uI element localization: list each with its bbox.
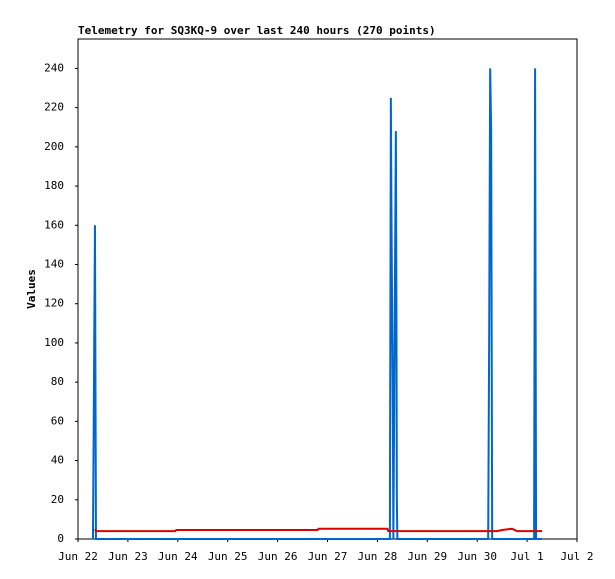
y-tick-label: 100 — [44, 336, 64, 349]
x-tick-label: Jun 23 — [108, 550, 148, 563]
y-tick-label: 160 — [44, 218, 64, 231]
x-tick-label: Jun 30 — [457, 550, 497, 563]
y-axis-label: Values — [25, 269, 38, 309]
x-tick-label: Jun 28 — [358, 550, 398, 563]
y-tick-label: 80 — [51, 375, 64, 388]
x-tick-label: Jul 1 — [511, 550, 544, 563]
chart-title: Telemetry for SQ3KQ-9 over last 240 hour… — [78, 24, 436, 37]
x-tick-label: Jun 29 — [407, 550, 447, 563]
y-tick-label: 20 — [51, 493, 64, 506]
x-tick-label: Jun 27 — [308, 550, 348, 563]
x-tick-label: Jun 24 — [158, 550, 198, 563]
y-tick-label: 140 — [44, 257, 64, 270]
y-tick-label: 220 — [44, 101, 64, 114]
y-tick-label: 120 — [44, 297, 64, 310]
x-tick-label: Jul 2 — [560, 550, 593, 563]
series-line — [91, 68, 543, 540]
y-tick-label: 40 — [51, 454, 64, 467]
x-tick-label: Jun 22 — [58, 550, 98, 563]
y-tick-label: 240 — [44, 61, 64, 74]
y-tick-label: 180 — [44, 179, 64, 192]
y-tick-label: 0 — [57, 532, 64, 545]
y-tick-label: 60 — [51, 414, 64, 427]
y-tick-label: 200 — [44, 140, 64, 153]
x-tick-label: Jun 26 — [258, 550, 298, 563]
series-line — [94, 527, 543, 533]
x-tick-label: Jun 25 — [208, 550, 248, 563]
